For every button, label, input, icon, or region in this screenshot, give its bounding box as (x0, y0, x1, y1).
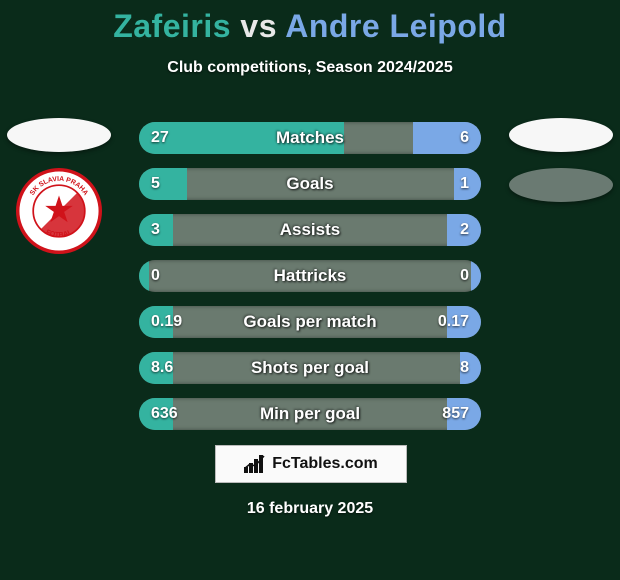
page-subtitle: Club competitions, Season 2024/2025 (0, 59, 620, 77)
stat-row-assists: 32Assists (139, 214, 481, 246)
brand-box: FcTables.com (215, 445, 407, 483)
stat-row-goals: 51Goals (139, 168, 481, 200)
stat-row-matches: 276Matches (139, 122, 481, 154)
stats-bars: 276Matches 51Goals 32Assists 00Hattricks 0.1… (139, 122, 481, 444)
right-ellipse-2 (509, 168, 613, 202)
right-ellipse-1 (509, 118, 613, 152)
stat-label: Goals (139, 168, 481, 200)
stat-label: Matches (139, 122, 481, 154)
stat-label: Min per goal (139, 398, 481, 430)
stat-row-hattricks: 00Hattricks (139, 260, 481, 292)
stat-label: Shots per goal (139, 352, 481, 384)
brand-text: FcTables.com (272, 455, 378, 473)
stat-row-min-per-goal: 636857Min per goal (139, 398, 481, 430)
club-logo-slavia: SK SLAVIA PRAHA FOTBAL (16, 168, 102, 254)
side-left: SK SLAVIA PRAHA FOTBAL (4, 118, 114, 254)
title-vs: vs (240, 8, 277, 44)
title-right-name: Andre Leipold (285, 8, 507, 44)
brand-icon (244, 455, 266, 473)
stat-label: Hattricks (139, 260, 481, 292)
title-left-name: Zafeiris (113, 8, 231, 44)
date-line: 16 february 2025 (0, 500, 620, 518)
stat-row-shots-per-goal: 8.68Shots per goal (139, 352, 481, 384)
stat-label: Goals per match (139, 306, 481, 338)
left-ellipse-1 (7, 118, 111, 152)
side-right (506, 118, 616, 218)
page-root: Zafeiris vs Andre Leipold Club competiti… (0, 0, 620, 580)
stat-label: Assists (139, 214, 481, 246)
stat-row-goals-per-match: 0.190.17Goals per match (139, 306, 481, 338)
page-title: Zafeiris vs Andre Leipold (0, 0, 620, 45)
